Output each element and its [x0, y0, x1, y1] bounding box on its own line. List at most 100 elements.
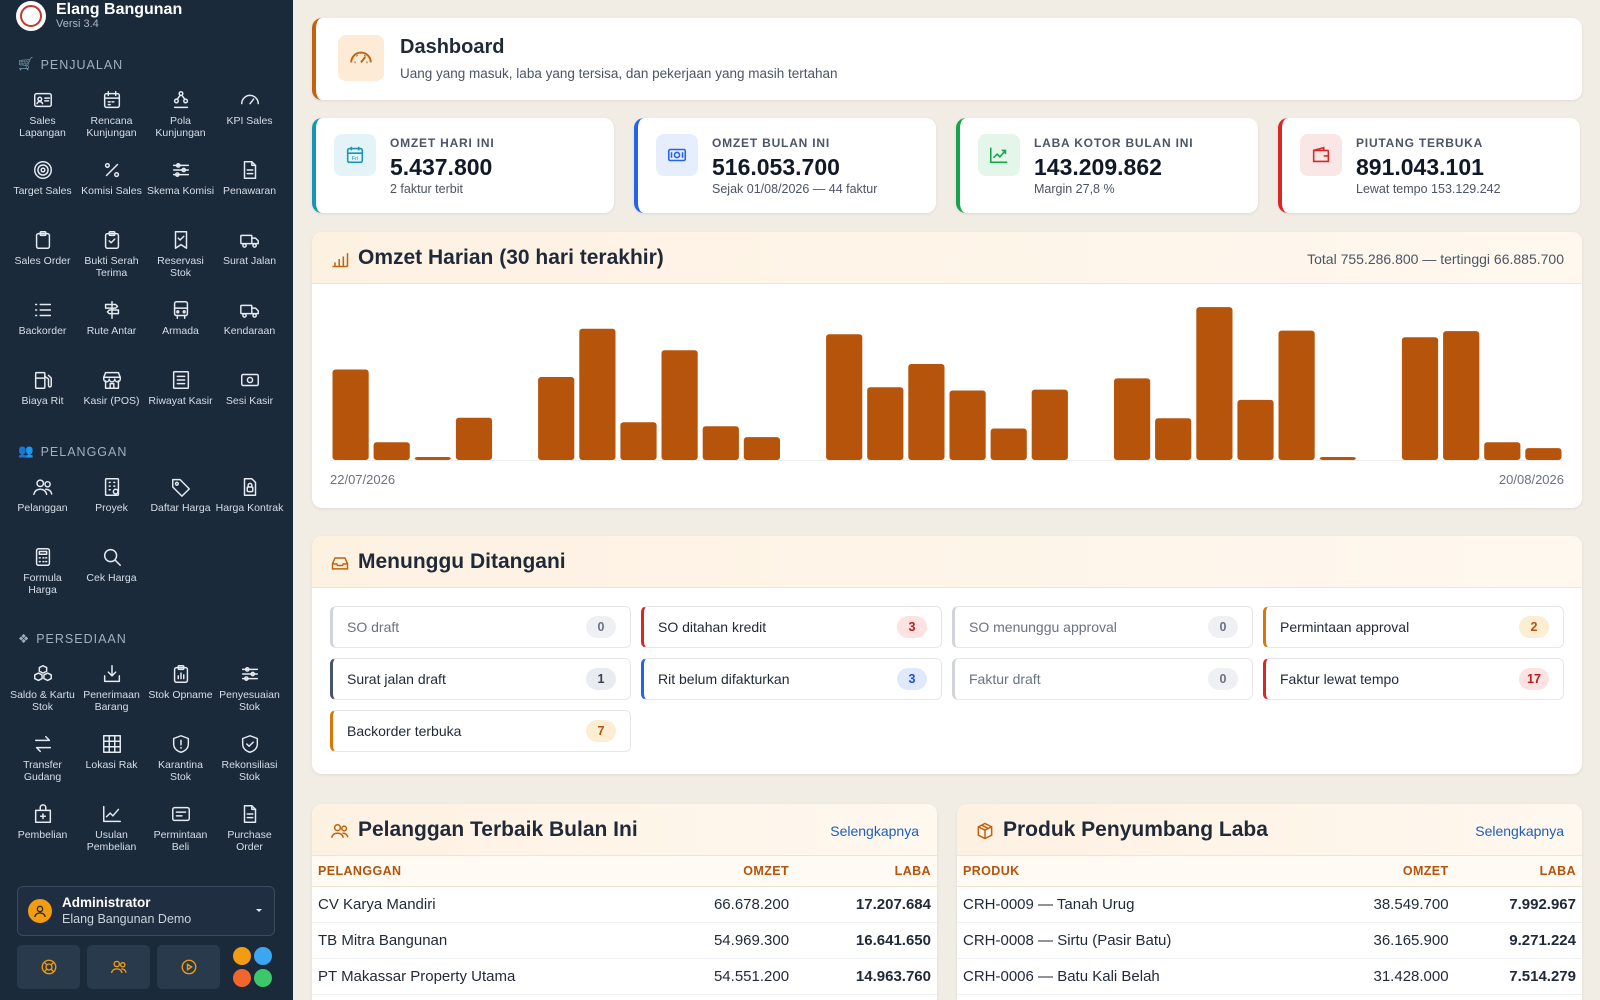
chart-bar[interactable]: 27/07/2026: 36.300.000: [538, 377, 575, 460]
sidebar-item-label: Proyek: [95, 502, 128, 514]
chart-bar[interactable]: 13/08/2026: 26.300.000: [1237, 399, 1274, 460]
kpi-omzet-hari-ini[interactable]: Fri OMZET HARI INI 5.437.800 2 faktur te…: [312, 118, 614, 213]
kpi-omzet-bulan-ini[interactable]: OMZET BULAN INI 516.053.700 Sejak 01/08/…: [634, 118, 936, 213]
kpi-laba-kotor[interactable]: LABA KOTOR BULAN INI 143.209.862 Margin …: [956, 118, 1258, 213]
sidebar-item-usulan-pembelian[interactable]: Usulan Pembelian: [77, 796, 146, 866]
sidebar-item-rute-antar[interactable]: Rute Antar: [77, 292, 146, 362]
user-menu[interactable]: Administrator Elang Bangunan Demo: [17, 886, 275, 936]
col-profit[interactable]: LABA: [795, 856, 937, 887]
sidebar-item-penawaran[interactable]: Penawaran: [215, 152, 284, 222]
sidebar-item-rencana-kunjungan[interactable]: Rencana Kunjungan: [77, 82, 146, 152]
sidebar-item-armada[interactable]: Armada: [146, 292, 215, 362]
sidebar-item-lokasi-rak[interactable]: Lokasi Rak: [77, 726, 146, 796]
sidebar-item-komisi-sales[interactable]: Komisi Sales: [77, 152, 146, 222]
chart-bar[interactable]: 30/07/2026: 48.000.000: [661, 350, 698, 460]
chart-bar[interactable]: 22/07/2026: 39.600.000: [332, 369, 369, 461]
table-row[interactable]: CRH-0008 — Sirtu (Pasir Batu) 36.165.900 9…: [957, 922, 1582, 959]
table-row[interactable]: TB Mitra Bangunan 54.969.300 16.641.650: [312, 922, 937, 959]
table-row[interactable]: PT Makassar Property Utama 54.551.200 14.9…: [312, 958, 937, 995]
chart-bar[interactable]: 11/08/2026: 18.300.000: [1155, 418, 1192, 460]
chart-bar[interactable]: 20/08/2026: 5.200.000: [1525, 448, 1562, 460]
sidebar-item-target-sales[interactable]: Target Sales: [8, 152, 77, 222]
chart-bar[interactable]: 05/08/2026: 42.000.000: [908, 364, 945, 460]
chart-bar[interactable]: 24/07/2026: 1.300.000: [414, 457, 451, 460]
customers-more-link[interactable]: Selengkapnya: [830, 823, 919, 839]
table-row[interactable]: CRH-0006 — Batu Kali Belah 31.428.000 7.51…: [957, 958, 1582, 995]
kpi-piutang-terbuka[interactable]: PIUTANG TERBUKA 891.043.101 Lewat tempo …: [1278, 118, 1580, 213]
sidebar-item-biaya-rit[interactable]: Biaya Rit: [8, 362, 77, 432]
chart-bar[interactable]: 28/07/2026: 57.400.000: [579, 328, 616, 460]
sidebar-item-sales-order[interactable]: Sales Order: [8, 222, 77, 292]
theme-switcher[interactable]: [233, 947, 273, 987]
pending-item-faktur-lewat-tempo[interactable]: Faktur lewat tempo 17: [1263, 658, 1564, 700]
chart-bar[interactable]: 01/08/2026: 10.000.000: [743, 437, 780, 460]
chart-bar[interactable]: 08/08/2026: 30.800.000: [1031, 389, 1068, 460]
sidebar-item-pola-kunjungan[interactable]: Pola Kunjungan: [146, 82, 215, 152]
sidebar-item-stok-opname[interactable]: Stok Opname: [146, 656, 215, 726]
help-button[interactable]: [17, 945, 80, 989]
products-more-link[interactable]: Selengkapnya: [1475, 823, 1564, 839]
sidebar-item-proyek[interactable]: Proyek: [77, 469, 146, 539]
chart-bar[interactable]: 29/07/2026: 16.500.000: [620, 422, 657, 460]
pending-item-permintaan-approval[interactable]: Permintaan approval 2: [1263, 606, 1564, 648]
chart-bar[interactable]: 10/08/2026: 35.700.000: [1114, 378, 1151, 460]
chart-bar[interactable]: 18/08/2026: 56.400.000: [1443, 331, 1480, 460]
sidebar-item-label: Pelanggan: [17, 502, 68, 514]
sidebar-item-daftar-harga[interactable]: Daftar Harga: [146, 469, 215, 539]
sidebar-item-backorder[interactable]: Backorder: [8, 292, 77, 362]
pending-item-so-menunggu-approval[interactable]: SO menunggu approval 0: [952, 606, 1253, 648]
col-revenue[interactable]: OMZET: [653, 856, 796, 887]
col-revenue[interactable]: OMZET: [1313, 856, 1455, 887]
col-customer[interactable]: PELANGGAN: [312, 856, 654, 887]
sidebar-item-rekonsiliasi-stok[interactable]: Rekonsiliasi Stok: [215, 726, 284, 796]
pending-item-so-draft[interactable]: SO draft 0: [330, 606, 631, 648]
chart-bar[interactable]: 25/07/2026: 18.500.000: [455, 417, 493, 460]
chart-bar[interactable]: 17/08/2026: 53.700.000: [1401, 337, 1439, 460]
chart-bar[interactable]: 23/07/2026: 7.800.000: [373, 442, 410, 460]
sidebar-item-karantina-stok[interactable]: Karantina Stok: [146, 726, 215, 796]
team-button[interactable]: [87, 945, 150, 989]
sidebar-item-surat-jalan[interactable]: Surat Jalan: [215, 222, 284, 292]
sidebar-item-sales-lapangan[interactable]: Sales Lapangan: [8, 82, 77, 152]
sidebar-item-bukti-serah-terima[interactable]: Bukti Serah Terima: [77, 222, 146, 292]
sidebar-item-riwayat-kasir[interactable]: Riwayat Kasir: [146, 362, 215, 432]
sidebar-item-skema-komisi[interactable]: Skema Komisi: [146, 152, 215, 222]
sidebar-item-saldo-kartu-stok[interactable]: Saldo & Kartu Stok: [8, 656, 77, 726]
chart-bar[interactable]: 03/08/2026: 55.000.000: [826, 334, 863, 460]
pending-item-surat-jalan-draft[interactable]: Surat jalan draft 1: [330, 658, 631, 700]
table-row[interactable]: CV Karya Mandiri 66.678.200 17.207.684: [312, 886, 937, 923]
tour-button[interactable]: [157, 945, 220, 989]
x-axis-end-label: 20/08/2026: [1498, 472, 1564, 487]
chart-bar[interactable]: 15/08/2026: 1.300.000: [1319, 457, 1356, 460]
chart-bar[interactable]: 31/07/2026: 14.800.000: [702, 426, 739, 460]
sidebar-item-kasir-pos[interactable]: Kasir (POS): [77, 362, 146, 432]
sidebar-item-reservasi-stok[interactable]: Reservasi Stok: [146, 222, 215, 292]
col-product[interactable]: PRODUK: [957, 856, 1314, 887]
sidebar-item-kendaraan[interactable]: Kendaraan: [215, 292, 284, 362]
chart-bar[interactable]: 19/08/2026: 7.800.000: [1484, 442, 1521, 460]
pending-item-so-ditahan-kredit[interactable]: SO ditahan kredit 3: [641, 606, 942, 648]
sidebar-item-pembelian[interactable]: Pembelian: [8, 796, 77, 866]
sidebar-item-formula-harga[interactable]: Formula Harga: [8, 539, 77, 609]
sidebar-item-permintaan-beli[interactable]: Permintaan Beli: [146, 796, 215, 866]
brand[interactable]: Elang Bangunan Versi 3.4: [16, 0, 182, 32]
table-row[interactable]: CRH-0009 — Tanah Urug 38.549.700 7.992.967: [957, 886, 1582, 923]
sidebar-item-transfer-gudang[interactable]: Transfer Gudang: [8, 726, 77, 796]
sidebar-item-penerimaan-barang[interactable]: Penerimaan Barang: [77, 656, 146, 726]
sidebar-item-purchase-order[interactable]: Purchase Order: [215, 796, 284, 866]
chart-bar[interactable]: 12/08/2026: 66.885.700: [1196, 307, 1233, 460]
chart-bar[interactable]: 14/08/2026: 56.600.000: [1278, 330, 1315, 460]
sidebar-item-harga-kontrak[interactable]: Harga Kontrak: [215, 469, 284, 539]
sidebar-item-penyesuaian-stok[interactable]: Penyesuaian Stok: [215, 656, 284, 726]
sidebar-item-pelanggan[interactable]: Pelanggan: [8, 469, 77, 539]
pending-item-backorder-terbuka[interactable]: Backorder terbuka 7: [330, 710, 631, 752]
sidebar-item-kpi-sales[interactable]: KPI Sales: [215, 82, 284, 152]
sidebar-item-cek-harga[interactable]: Cek Harga: [77, 539, 146, 609]
chart-bar[interactable]: 06/08/2026: 30.400.000: [949, 390, 986, 461]
pending-item-rit-belum-difakturkan[interactable]: Rit belum difakturkan 3: [641, 658, 942, 700]
chart-bar[interactable]: 07/08/2026: 13.800.000: [990, 428, 1027, 461]
col-profit[interactable]: LABA: [1454, 856, 1582, 887]
chart-bar[interactable]: 04/08/2026: 31.800.000: [867, 387, 904, 460]
pending-item-faktur-draft[interactable]: Faktur draft 0: [952, 658, 1253, 700]
sidebar-item-sesi-kasir[interactable]: Sesi Kasir: [215, 362, 284, 432]
